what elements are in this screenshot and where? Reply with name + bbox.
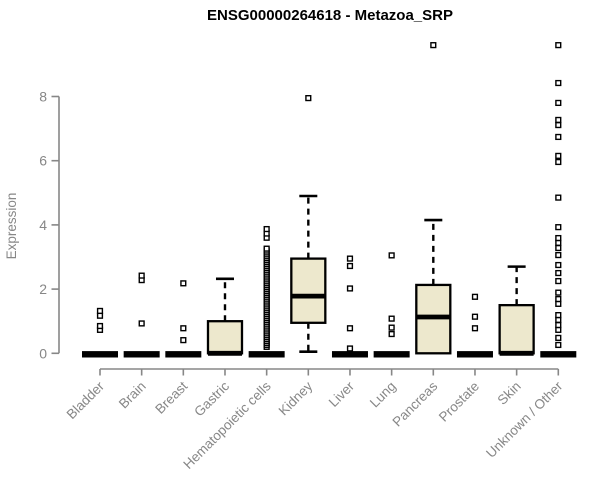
chart-title: ENSG00000264618 - Metazoa_SRP [207, 7, 453, 24]
collapsed-box [165, 351, 202, 358]
outlier-point [555, 99, 562, 107]
x-tick-label: Pancreas [389, 378, 440, 429]
outlier-point [555, 234, 562, 242]
outlier-point [388, 315, 395, 322]
y-axis-label: Expression [4, 193, 19, 260]
outlier-point [555, 121, 562, 129]
x-tick-label: Kidney [276, 378, 316, 418]
y-tick-label: 4 [39, 217, 47, 233]
outlier-point [305, 95, 312, 102]
outlier-point [346, 285, 354, 292]
outlier-point [555, 321, 562, 329]
collapsed-box [540, 351, 577, 358]
x-tick-label: Breast [152, 378, 190, 416]
outlier-point [555, 251, 562, 259]
outlier-point [388, 330, 395, 338]
outlier-point [471, 325, 479, 332]
outlier-point [555, 334, 562, 341]
outlier-point [555, 326, 562, 333]
outlier-point [555, 289, 562, 296]
outlier-point [96, 307, 104, 315]
outlier-point [96, 312, 104, 319]
outlier-point [138, 320, 145, 327]
box-iqr [206, 320, 244, 355]
outlier-point [138, 272, 145, 279]
outlier-point [555, 295, 562, 303]
x-tick-label: Gastric [191, 378, 232, 419]
y-tick-label: 2 [39, 281, 47, 297]
outlier-point [555, 152, 562, 159]
outlier-point [555, 194, 562, 201]
outlier-point [555, 42, 562, 49]
outlier-point [555, 116, 562, 124]
outlier-point [180, 337, 187, 344]
y-tick-label: 0 [39, 345, 47, 361]
outlier-point [555, 269, 562, 277]
outlier-point [555, 133, 562, 141]
outlier-point [430, 42, 437, 49]
outlier-point [555, 244, 562, 252]
outlier-point [555, 316, 562, 324]
outlier-point [555, 300, 562, 307]
outlier-point [555, 239, 562, 246]
outlier-point [555, 79, 562, 87]
outlier-point [96, 322, 104, 330]
collapsed-box [248, 351, 285, 358]
y-tick-label: 6 [39, 153, 47, 169]
outlier-point [346, 325, 354, 332]
collapsed-box [331, 351, 368, 358]
outlier-point [555, 277, 562, 285]
outlier-point [263, 245, 270, 252]
outlier-point [346, 255, 354, 262]
x-tick-label: Lung [367, 379, 399, 411]
collapsed-box [123, 351, 160, 358]
x-tick-label: Brain [116, 379, 149, 412]
outlier-point [180, 280, 187, 287]
x-tick-label: Prostate [436, 379, 482, 425]
x-tick-label: Unknown / Other [483, 378, 566, 461]
collapsed-box [373, 351, 410, 358]
collapsed-box [82, 351, 118, 358]
collapsed-box [456, 351, 493, 358]
box-iqr [290, 257, 327, 324]
outlier-point [555, 341, 562, 349]
outlier-point [388, 324, 395, 331]
outlier-point [471, 313, 479, 320]
outlier-point [180, 325, 187, 332]
x-tick-label: Bladder [64, 378, 108, 422]
outlier-point [555, 158, 562, 166]
y-tick-label: 8 [39, 89, 47, 105]
box-iqr [498, 303, 535, 355]
outlier-point [555, 312, 562, 319]
outlier-point [346, 262, 354, 270]
x-tick-label: Skin [495, 379, 524, 408]
outlier-point [263, 225, 270, 233]
outlier-point [388, 252, 395, 259]
outlier-point [346, 345, 354, 352]
outlier-point [555, 261, 562, 269]
outlier-point [555, 224, 562, 231]
x-tick-label: Liver [326, 378, 358, 410]
outlier-point [471, 293, 479, 300]
